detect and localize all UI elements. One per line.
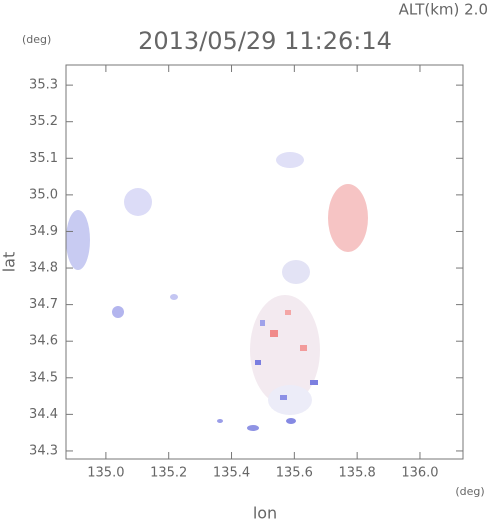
- x-tick-label: 135.2: [150, 466, 187, 481]
- y-tick-label: 35.1: [29, 151, 58, 166]
- y-tick-label: 34.7: [29, 297, 58, 312]
- x-unit: (deg): [455, 485, 484, 498]
- y-tick-label: 34.8: [29, 261, 58, 276]
- y-axis-label: lat: [0, 252, 19, 273]
- altitude-label: ALT(km) 2.0: [399, 1, 488, 19]
- x-tick-label: 135.6: [276, 466, 313, 481]
- y-tick-label: 34.4: [29, 407, 58, 422]
- chart-title: 2013/05/29 11:26:14: [138, 27, 392, 55]
- x-axis-label: lon: [253, 504, 277, 521]
- x-tick-label: 136.0: [401, 466, 438, 481]
- echo-field: [66, 152, 368, 431]
- x-tick-label: 135.0: [87, 466, 124, 481]
- y-tick-label: 34.9: [29, 224, 58, 239]
- x-tick-label: 135.4: [213, 466, 250, 481]
- plot-frame: [65, 64, 464, 460]
- x-tick-label: 135.8: [339, 466, 376, 481]
- y-tick-label: 35.0: [29, 187, 58, 202]
- y-tick-label: 34.3: [29, 443, 58, 458]
- y-tick-label: 34.5: [29, 370, 58, 385]
- y-tick-label: 35.3: [29, 78, 58, 93]
- y-tick-label: 34.6: [29, 334, 58, 349]
- y-tick-label: 35.2: [29, 114, 58, 129]
- y-unit: (deg): [22, 33, 51, 46]
